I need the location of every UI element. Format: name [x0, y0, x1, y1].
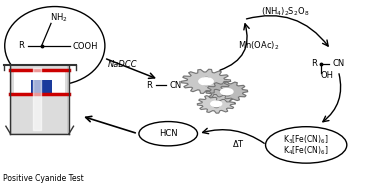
Bar: [14, 70, 65, 94]
Text: (NH$_4$)$_2$S$_2$O$_8$: (NH$_4$)$_2$S$_2$O$_8$: [261, 6, 310, 18]
Text: Mn(OAc)$_2$: Mn(OAc)$_2$: [238, 40, 280, 52]
Text: R: R: [146, 81, 152, 90]
Text: R: R: [18, 41, 24, 50]
Circle shape: [211, 101, 222, 106]
Text: NaDCC: NaDCC: [108, 60, 138, 69]
Text: Positive Cyanide Test: Positive Cyanide Test: [3, 174, 84, 183]
Text: NH$_2$: NH$_2$: [50, 12, 67, 24]
Text: K$_3$[Fe(CN)$_6$]: K$_3$[Fe(CN)$_6$]: [284, 133, 329, 145]
Text: $\Delta$T: $\Delta$T: [232, 139, 245, 149]
Polygon shape: [181, 69, 231, 94]
Polygon shape: [206, 81, 248, 102]
Polygon shape: [197, 94, 235, 113]
Text: K$_4$[Fe(CN)$_6$]: K$_4$[Fe(CN)$_6$]: [284, 144, 329, 157]
Text: OH: OH: [321, 71, 333, 80]
Circle shape: [199, 78, 213, 85]
Text: HCN: HCN: [159, 129, 178, 138]
Bar: [12, 65, 67, 133]
Text: CN: CN: [170, 81, 182, 90]
Text: CN: CN: [332, 59, 344, 68]
Text: COOH: COOH: [72, 42, 98, 51]
Circle shape: [221, 89, 233, 95]
Text: R: R: [311, 59, 317, 68]
Bar: [31, 80, 52, 94]
Bar: [10, 65, 69, 134]
